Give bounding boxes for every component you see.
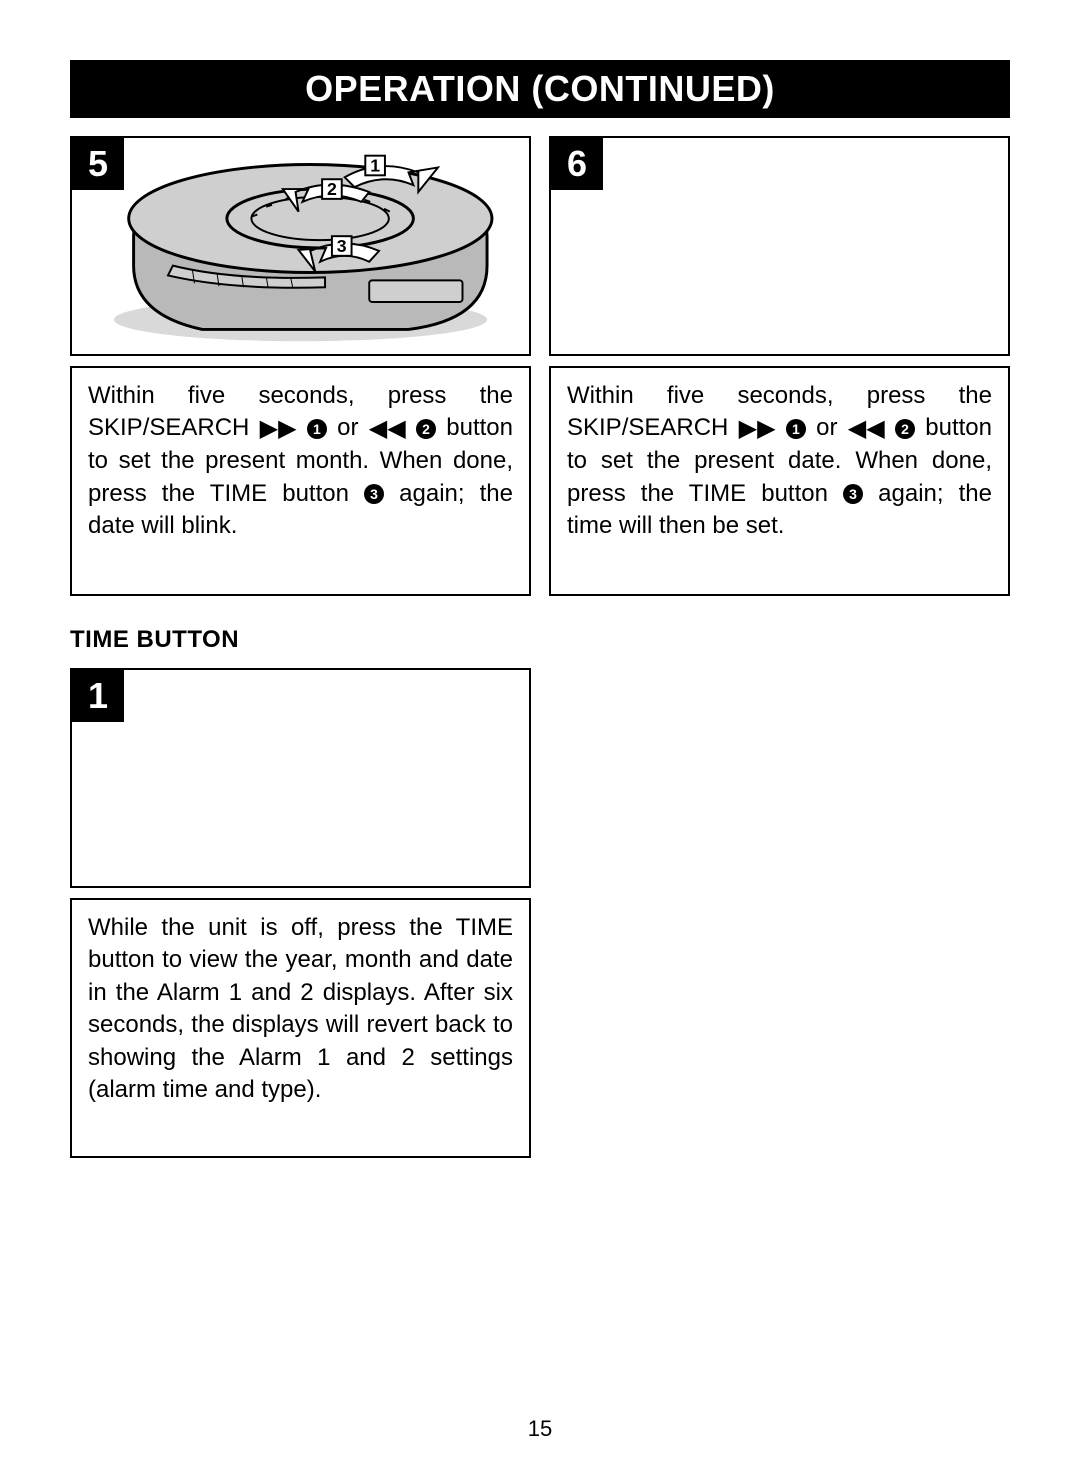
ref-circle-3: 3 <box>364 484 384 504</box>
time-step1-text-panel: While the unit is off, press the TIME bu… <box>70 898 531 1158</box>
step-row-time-1: 1 While the unit is off, press the TIME … <box>70 668 1010 1158</box>
page-number: 15 <box>0 1416 1080 1442</box>
time-step1-column: 1 While the unit is off, press the TIME … <box>70 668 531 1158</box>
step-row-5-6: 5 <box>70 136 1010 596</box>
step5-badge: 5 <box>72 138 124 190</box>
callout-3: 3 <box>337 236 347 256</box>
fast-forward-icon: ▶▶ <box>260 413 297 445</box>
step6-image-panel: 6 <box>549 136 1010 356</box>
step6-text-panel: Within five seconds, press the SKIP/SEAR… <box>549 366 1010 596</box>
rewind-icon: ◀◀ <box>369 413 406 445</box>
step5-column: 5 <box>70 136 531 596</box>
time-step1-text: While the unit is off, press the TIME bu… <box>88 914 513 1103</box>
step5-text-panel: Within five seconds, press the SKIP/SEAR… <box>70 366 531 596</box>
ref-circle-1: 1 <box>786 419 806 439</box>
step6-column: 6 Within five seconds, press the SKIP/SE… <box>549 136 1010 596</box>
ref-circle-2: 2 <box>416 419 436 439</box>
section-header: OPERATION (CONTINUED) <box>70 60 1010 118</box>
fast-forward-icon: ▶▶ <box>739 413 776 445</box>
ref-circle-2: 2 <box>895 419 915 439</box>
section-header-text: OPERATION (CONTINUED) <box>305 68 775 109</box>
ref-circle-1: 1 <box>307 419 327 439</box>
step6-badge: 6 <box>551 138 603 190</box>
device-front-slot <box>369 280 462 302</box>
step6-text-b: or <box>806 414 848 441</box>
callout-2: 2 <box>327 179 337 199</box>
time-step1-badge: 1 <box>72 670 124 722</box>
time-step1-image-panel: 1 <box>70 668 531 888</box>
device-illustration: 1 2 3 <box>72 138 529 354</box>
callout-1: 1 <box>370 155 380 175</box>
step5-image-panel: 5 <box>70 136 531 356</box>
rewind-icon: ◀◀ <box>848 413 885 445</box>
ref-circle-3: 3 <box>843 484 863 504</box>
step5-text-b: or <box>327 414 369 441</box>
time-button-subheading: TIME BUTTON <box>70 626 1010 654</box>
